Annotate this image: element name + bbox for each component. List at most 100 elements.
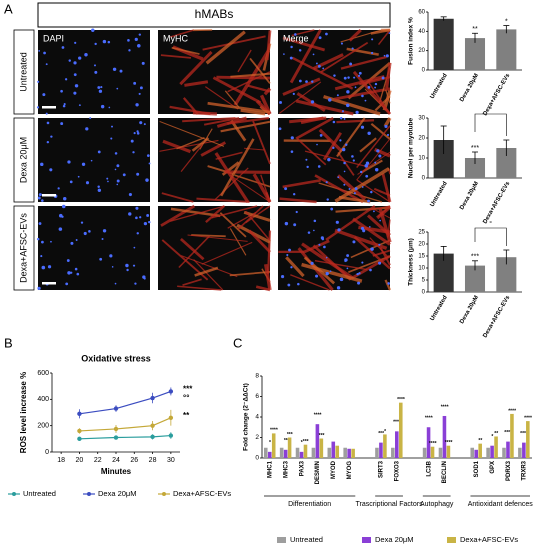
myotube bbox=[314, 259, 368, 271]
bar bbox=[496, 29, 517, 70]
nucleus bbox=[116, 164, 120, 168]
myotube bbox=[196, 197, 250, 203]
bar bbox=[303, 444, 308, 458]
bar bbox=[464, 158, 486, 178]
bar bbox=[331, 441, 336, 458]
nucleus bbox=[137, 44, 141, 48]
myotube bbox=[337, 151, 355, 176]
x-tick-label: PAX3 bbox=[299, 460, 305, 476]
nucleus bbox=[148, 162, 151, 165]
panel-title: hMABs bbox=[195, 7, 234, 21]
nucleus bbox=[315, 62, 318, 65]
bar bbox=[426, 427, 431, 458]
nucleus bbox=[134, 282, 137, 285]
myotube bbox=[229, 174, 271, 203]
y-axis-label: Nuclei per myotube bbox=[408, 117, 415, 178]
nucleus bbox=[295, 210, 298, 214]
nucleus bbox=[67, 160, 71, 164]
nucleus bbox=[346, 254, 350, 257]
nucleus bbox=[109, 254, 113, 258]
myotube bbox=[370, 122, 391, 140]
x-tick-label: MHC1 bbox=[268, 460, 274, 478]
x-tick-label: MYOG bbox=[347, 461, 353, 480]
nucleus bbox=[378, 243, 381, 246]
nucleus bbox=[66, 259, 70, 262]
nucleus bbox=[46, 121, 50, 125]
nucleus bbox=[358, 272, 361, 275]
nucleus bbox=[341, 147, 346, 152]
nucleus bbox=[133, 81, 137, 85]
myotube bbox=[220, 138, 255, 197]
point bbox=[150, 423, 155, 428]
nucleus bbox=[298, 49, 302, 52]
point bbox=[113, 406, 119, 411]
nucleus bbox=[114, 152, 118, 155]
myotube bbox=[249, 57, 271, 84]
myotube bbox=[161, 192, 194, 203]
x-tick-label: Dexa+AFSC-EVs bbox=[482, 180, 511, 225]
nucleus bbox=[351, 47, 354, 50]
nucleus bbox=[61, 46, 65, 49]
nucleus bbox=[94, 70, 98, 74]
nucleus bbox=[60, 122, 64, 126]
nucleus bbox=[327, 157, 331, 162]
nucleus bbox=[116, 179, 120, 183]
bar bbox=[391, 447, 395, 458]
significance: **** bbox=[393, 420, 401, 426]
nucleus bbox=[368, 226, 371, 228]
myotube bbox=[200, 141, 227, 157]
myotube bbox=[160, 54, 192, 59]
nucleus bbox=[41, 265, 46, 270]
nucleus bbox=[361, 186, 364, 188]
myotube bbox=[352, 217, 391, 246]
nucleus bbox=[364, 164, 368, 168]
nucleus bbox=[145, 178, 149, 182]
nucleus bbox=[78, 104, 81, 107]
nucleus bbox=[344, 260, 347, 263]
point bbox=[168, 415, 174, 420]
nucleus bbox=[358, 71, 362, 75]
nucleus bbox=[339, 277, 344, 282]
x-axis-label: Minutes bbox=[101, 467, 132, 476]
nucleus bbox=[305, 80, 308, 83]
bar bbox=[283, 449, 288, 458]
y-tick-label: 600 bbox=[37, 370, 49, 377]
nucleus bbox=[290, 45, 293, 49]
nucleus bbox=[81, 162, 86, 166]
myotube bbox=[359, 137, 377, 153]
nucleus bbox=[383, 54, 386, 57]
chart-title: Oxidative stress bbox=[81, 353, 151, 363]
x-tick-label: SIRT3 bbox=[379, 460, 385, 478]
nucleus bbox=[85, 127, 89, 131]
x-tick-label: 22 bbox=[94, 457, 102, 464]
myotube bbox=[289, 29, 322, 84]
myotube bbox=[159, 139, 219, 152]
nucleus bbox=[290, 266, 293, 269]
significance: *** bbox=[319, 433, 325, 439]
x-tick-label: TRXR3 bbox=[522, 460, 528, 480]
bar bbox=[347, 448, 351, 458]
y-tick-label: 8 bbox=[255, 373, 259, 380]
significance: **** bbox=[445, 440, 453, 446]
legend-swatch bbox=[362, 537, 371, 543]
nucleus bbox=[388, 32, 391, 35]
nucleus bbox=[99, 257, 103, 261]
nucleus bbox=[333, 74, 336, 77]
myotube bbox=[295, 136, 327, 166]
myotube bbox=[265, 192, 272, 203]
nucleus bbox=[148, 220, 151, 224]
nucleus bbox=[325, 32, 328, 36]
nucleus bbox=[136, 130, 139, 133]
legend-label: Dexa 20μM bbox=[98, 489, 137, 498]
nucleus bbox=[138, 33, 141, 36]
micrograph bbox=[158, 204, 272, 292]
myotube bbox=[237, 205, 264, 230]
nucleus bbox=[343, 117, 346, 120]
bar bbox=[319, 438, 324, 458]
nucleus bbox=[361, 94, 364, 98]
bar bbox=[433, 18, 454, 70]
legend-label: Dexa+AFSC-EVs bbox=[460, 535, 518, 544]
x-tick-label: 26 bbox=[130, 457, 138, 464]
myotube bbox=[220, 120, 271, 133]
significance: **** bbox=[397, 397, 405, 403]
